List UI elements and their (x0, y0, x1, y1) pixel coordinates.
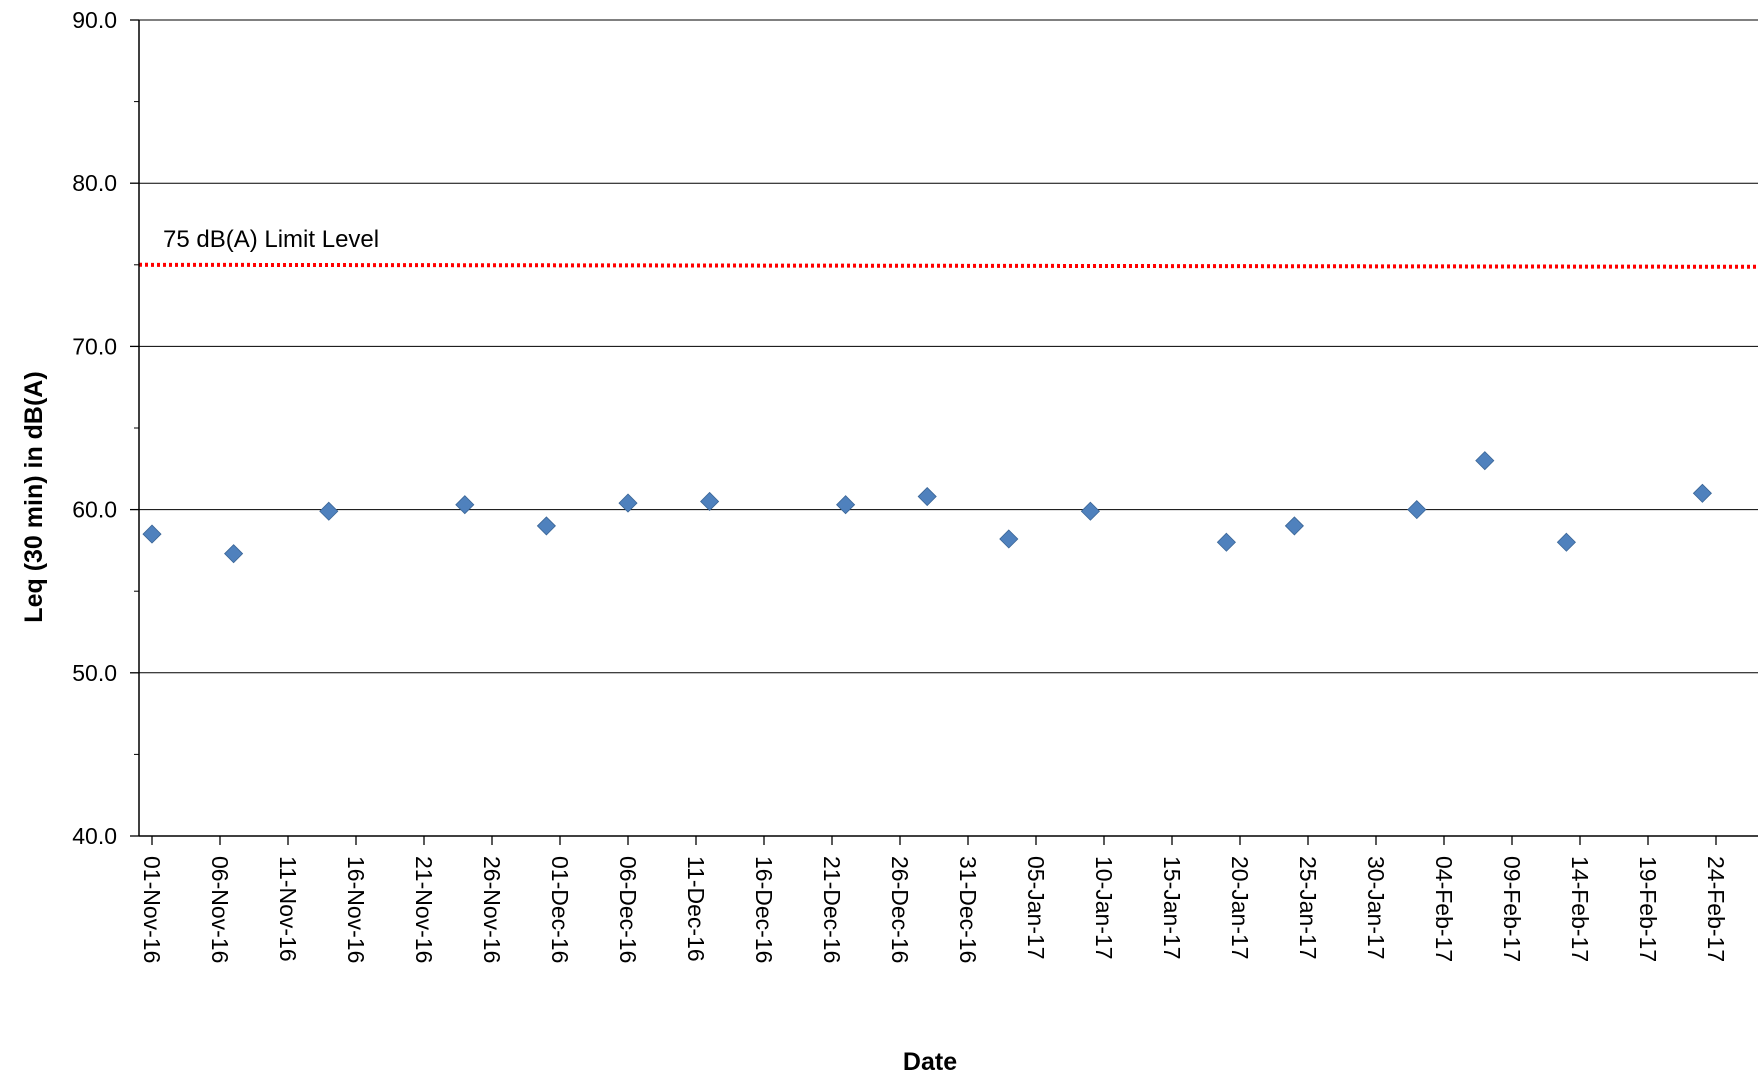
tick-labels: 40.0 50.0 60.0 70.0 80.0 90.0 01-Nov-16 06-Nov-… (72, 7, 1729, 963)
x-tick-label: 16-Dec-16 (751, 856, 777, 963)
x-tick-label: 26-Nov-16 (479, 856, 505, 963)
x-tick-label: 04-Feb-17 (1431, 856, 1457, 962)
x-tick-label: 14-Feb-17 (1567, 856, 1593, 962)
data-point (455, 495, 475, 515)
data-point (1080, 501, 1100, 521)
x-tick-label: 20-Jan-17 (1227, 856, 1253, 960)
x-tick-label: 11-Dec-16 (683, 856, 709, 962)
y-tick-label: 90.0 (72, 7, 117, 33)
data-point (224, 544, 244, 564)
y-tick-label: 50.0 (72, 660, 117, 686)
x-tick-label: 25-Jan-17 (1295, 856, 1321, 960)
x-tick-label: 26-Dec-16 (887, 856, 913, 963)
y-tick-label: 70.0 (72, 333, 117, 359)
data-point (1216, 532, 1236, 552)
x-tick-label: 10-Jan-17 (1091, 856, 1117, 960)
x-tick-label: 30-Jan-17 (1363, 856, 1389, 960)
x-tick-label: 06-Nov-16 (207, 856, 233, 963)
data-point (700, 491, 720, 512)
y-tick-label: 40.0 (72, 823, 117, 849)
x-axis-title: Date (903, 1048, 957, 1075)
x-tick-label: 19-Feb-17 (1635, 856, 1661, 962)
data-point (618, 493, 638, 513)
data-point (917, 486, 937, 507)
axes (130, 19, 1758, 845)
x-tick-label: 01-Nov-16 (139, 856, 165, 963)
y-axis-title: Leq (30 min) in dB(A) (20, 371, 48, 622)
data-point (319, 501, 339, 521)
data-points (142, 451, 1712, 564)
x-tick-label: 06-Dec-16 (615, 856, 641, 963)
data-point (836, 495, 856, 515)
x-tick-label: 21-Nov-16 (411, 856, 437, 963)
gridlines (139, 19, 1758, 674)
x-tick-label: 11-Nov-16 (275, 856, 301, 962)
data-point (999, 529, 1019, 549)
data-point (536, 516, 556, 536)
data-point (1692, 483, 1712, 503)
limit-line-label: 75 dB(A) Limit Level (163, 226, 379, 253)
x-tick-label: 21-Dec-16 (819, 856, 845, 963)
data-point (1284, 516, 1304, 536)
data-point (1475, 451, 1495, 471)
x-tick-label: 01-Dec-16 (547, 856, 573, 963)
data-point (1407, 500, 1427, 520)
x-tick-label: 15-Jan-17 (1159, 856, 1185, 960)
x-tick-label: 16-Nov-16 (343, 856, 369, 963)
limit-line-group: 75 dB(A) Limit Level (138, 226, 1758, 269)
data-point (1556, 532, 1576, 552)
x-tick-label: 09-Feb-17 (1499, 856, 1525, 962)
x-tick-label: 24-Feb-17 (1703, 856, 1729, 962)
x-tick-label: 05-Jan-17 (1023, 856, 1049, 960)
limit-line (138, 262, 1758, 269)
y-tick-label: 80.0 (72, 170, 117, 196)
x-tick-label: 31-Dec-16 (955, 856, 981, 963)
data-point (142, 524, 162, 544)
y-tick-label: 60.0 (72, 497, 117, 523)
